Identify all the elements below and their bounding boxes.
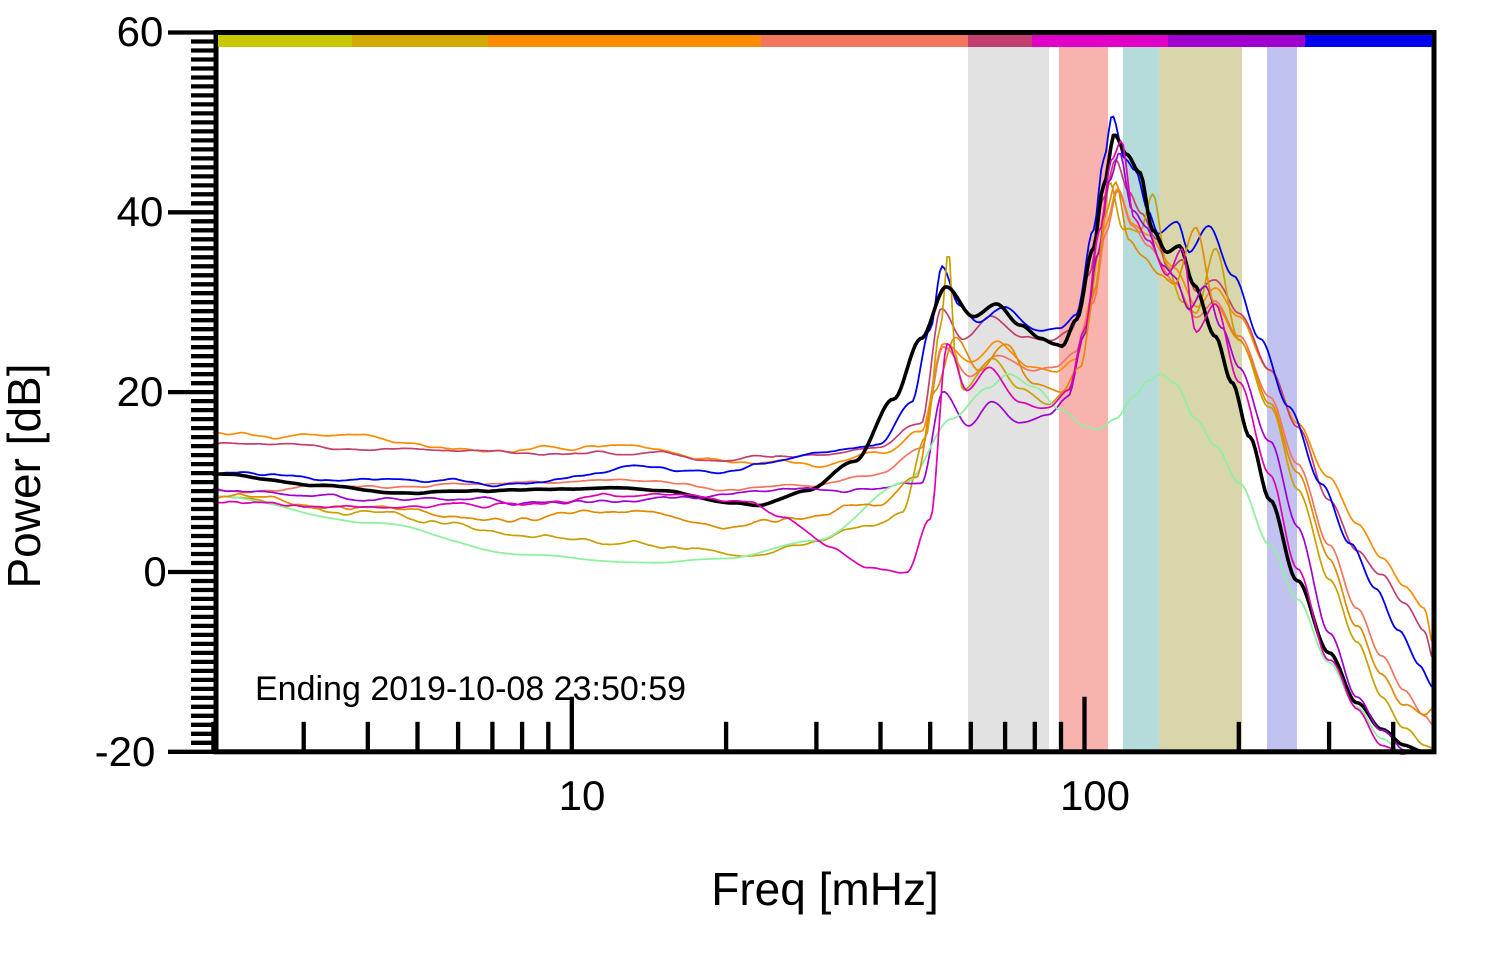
svg-text:-20: -20 [95, 728, 156, 775]
svg-text:10: 10 [559, 772, 606, 819]
svg-text:Freq [mHz]: Freq [mHz] [711, 863, 938, 915]
svg-text:100: 100 [1060, 772, 1130, 819]
svg-text:Power [dB]: Power [dB] [0, 364, 50, 589]
svg-text:60: 60 [117, 8, 164, 55]
svg-text:Ending 2019-10-08 23:50:59: Ending 2019-10-08 23:50:59 [255, 670, 686, 708]
svg-text:20: 20 [117, 368, 164, 415]
svg-text:40: 40 [117, 188, 164, 235]
svg-text:0: 0 [143, 548, 166, 595]
